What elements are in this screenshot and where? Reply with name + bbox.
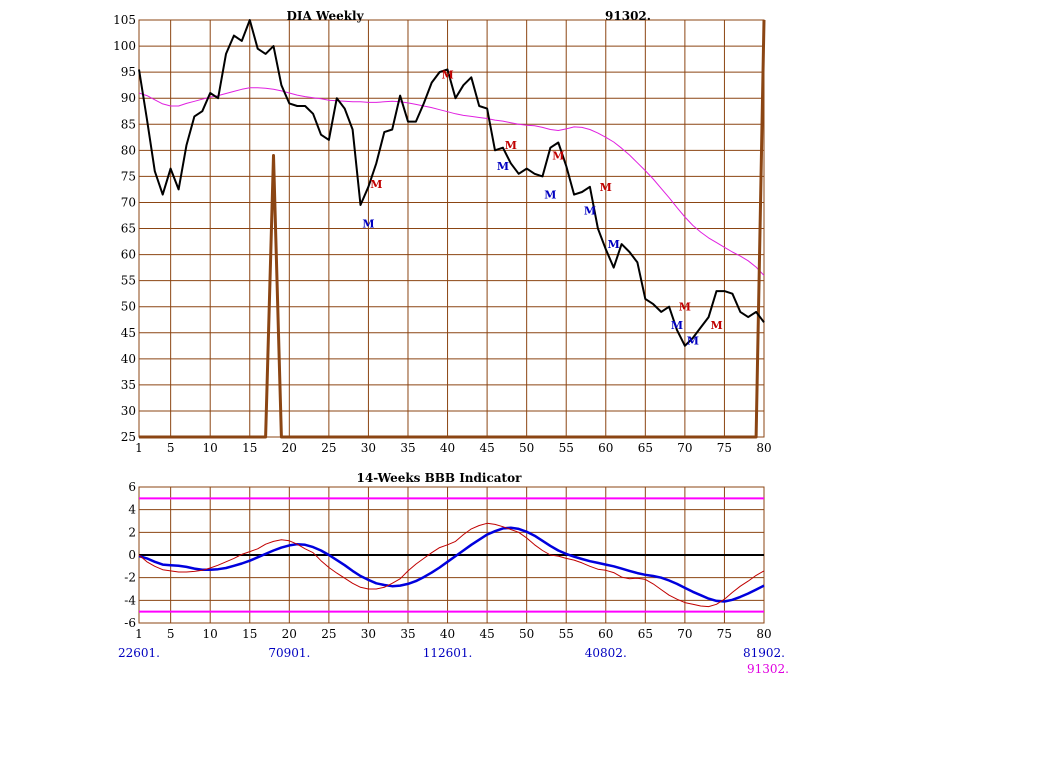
date-label: 70901. (268, 646, 310, 660)
main-y-tick-label: 80 (121, 143, 136, 157)
signal-marker: M (544, 189, 556, 202)
indicator-date-labels: 22601. 70901. 112601. 40802. 81902. 91302. (118, 646, 789, 676)
signal-marker: M (687, 335, 699, 348)
signal-marker: M (671, 319, 683, 332)
indicator-chart-title: 14-Weeks BBB Indicator (357, 471, 523, 485)
main-y-tick-label: 70 (121, 195, 136, 209)
main-y-tick-label: 60 (121, 248, 136, 262)
indicator-x-tick-label: 50 (519, 627, 534, 641)
main-y-tick-label: 40 (121, 352, 136, 366)
indicator-x-tick-label: 65 (638, 627, 653, 641)
series-line-moving-average (138, 87, 765, 276)
indicator-chart: 1 5 10 15 20 25 30 35 40 45 50 55 60 65 70 75 80-6-4-202… (118, 471, 789, 676)
signal-marker: M (710, 319, 722, 332)
indicator-x-tick-label: 1 (135, 627, 143, 641)
signal-marker: M (441, 69, 453, 82)
indicator-x-tick-label: 45 (479, 627, 494, 641)
signal-marker: M (679, 301, 691, 314)
main-y-tick-label: 95 (121, 65, 136, 79)
main-x-tick-label: 60 (598, 441, 613, 455)
main-x-tick-label: 45 (479, 441, 494, 455)
main-x-tick-label: 20 (282, 441, 297, 455)
indicator-y-tick-label: -2 (124, 571, 136, 585)
main-y-tick-label: 85 (121, 117, 136, 131)
indicator-x-tick-label: 40 (440, 627, 455, 641)
main-x-tick-label: 75 (717, 441, 732, 455)
indicator-y-tick-label: 4 (128, 503, 136, 517)
signal-marker: M (608, 238, 620, 251)
indicator-x-tick-label: 70 (677, 627, 692, 641)
signal-marker: M (370, 178, 382, 191)
indicator-y-tick-label: -6 (124, 616, 136, 630)
main-x-tick-label: 50 (519, 441, 534, 455)
main-x-tick-label: 10 (203, 441, 218, 455)
signal-marker: M (497, 160, 509, 173)
main-y-tick-label: 65 (121, 222, 136, 236)
date-label: 22601. (118, 646, 160, 660)
indicator-x-tick-label: 35 (400, 627, 415, 641)
indicator-y-tick-label: 2 (128, 525, 136, 539)
main-x-tick-label: 55 (559, 441, 574, 455)
date-label: 91302. (747, 662, 789, 676)
indicator-x-tick-label: 55 (559, 627, 574, 641)
main-y-tick-label: 90 (121, 91, 136, 105)
date-label: 112601. (423, 646, 473, 660)
main-tick-labels: 1 5 10 15 20 25 30 35 40 45 50 55 60 65 70 75 8025303540… (113, 13, 772, 455)
main-chart-date: 91302. (605, 9, 651, 23)
date-label: 40802. (585, 646, 627, 660)
indicator-x-tick-label: 25 (321, 627, 336, 641)
indicator-tick-labels: 1 5 10 15 20 25 30 35 40 45 50 55 60 65 70 75 80-6-4-202… (124, 480, 771, 641)
main-y-tick-label: 50 (121, 300, 136, 314)
main-x-tick-label: 70 (677, 441, 692, 455)
main-series-lines (138, 19, 766, 439)
signal-marker: M (362, 217, 374, 230)
main-y-tick-label: 105 (113, 13, 136, 27)
main-y-tick-label: 25 (121, 430, 136, 444)
date-label: 81902. (743, 646, 785, 660)
main-y-tick-label: 30 (121, 404, 136, 418)
main-x-tick-label: 30 (361, 441, 376, 455)
signal-marker: M (505, 139, 517, 152)
main-y-tick-label: 35 (121, 378, 136, 392)
indicator-x-tick-label: 15 (242, 627, 257, 641)
series-line-overlay (139, 19, 766, 439)
main-chart-title: DIA Weekly (286, 9, 364, 23)
main-x-tick-label: 40 (440, 441, 455, 455)
indicator-x-tick-label: 20 (282, 627, 297, 641)
main-x-tick-label: 1 (135, 441, 143, 455)
main-grid (138, 19, 765, 438)
indicator-x-tick-label: 60 (598, 627, 613, 641)
indicator-series-lines (138, 522, 765, 608)
main-x-tick-label: 25 (321, 441, 336, 455)
series-line-indicator-raw (138, 522, 765, 608)
main-y-tick-label: 100 (113, 39, 136, 53)
series-line-indicator-smooth (138, 526, 765, 603)
indicator-x-tick-label: 80 (756, 627, 771, 641)
main-x-tick-label: 65 (638, 441, 653, 455)
signal-marker: M (552, 150, 564, 163)
indicator-x-tick-label: 5 (167, 627, 175, 641)
main-x-tick-label: 80 (756, 441, 771, 455)
indicator-x-tick-label: 30 (361, 627, 376, 641)
main-price-chart: 1 5 10 15 20 25 30 35 40 45 50 55 60 65 70 75 8025303540… (113, 9, 772, 455)
indicator-y-tick-label: 0 (128, 548, 136, 562)
indicator-reference-lines (139, 497, 764, 613)
indicator-x-tick-label: 10 (203, 627, 218, 641)
main-x-tick-label: 5 (167, 441, 175, 455)
main-y-tick-label: 55 (121, 274, 136, 288)
main-x-tick-label: 35 (400, 441, 415, 455)
signal-marker: M (600, 181, 612, 194)
indicator-x-tick-label: 75 (717, 627, 732, 641)
main-x-tick-label: 15 (242, 441, 257, 455)
main-y-tick-label: 45 (121, 326, 136, 340)
series-line-price (138, 19, 765, 347)
indicator-y-tick-label: -4 (124, 593, 136, 607)
signal-marker: M (584, 204, 596, 217)
main-y-tick-label: 75 (121, 169, 136, 183)
indicator-y-tick-label: 6 (128, 480, 136, 494)
